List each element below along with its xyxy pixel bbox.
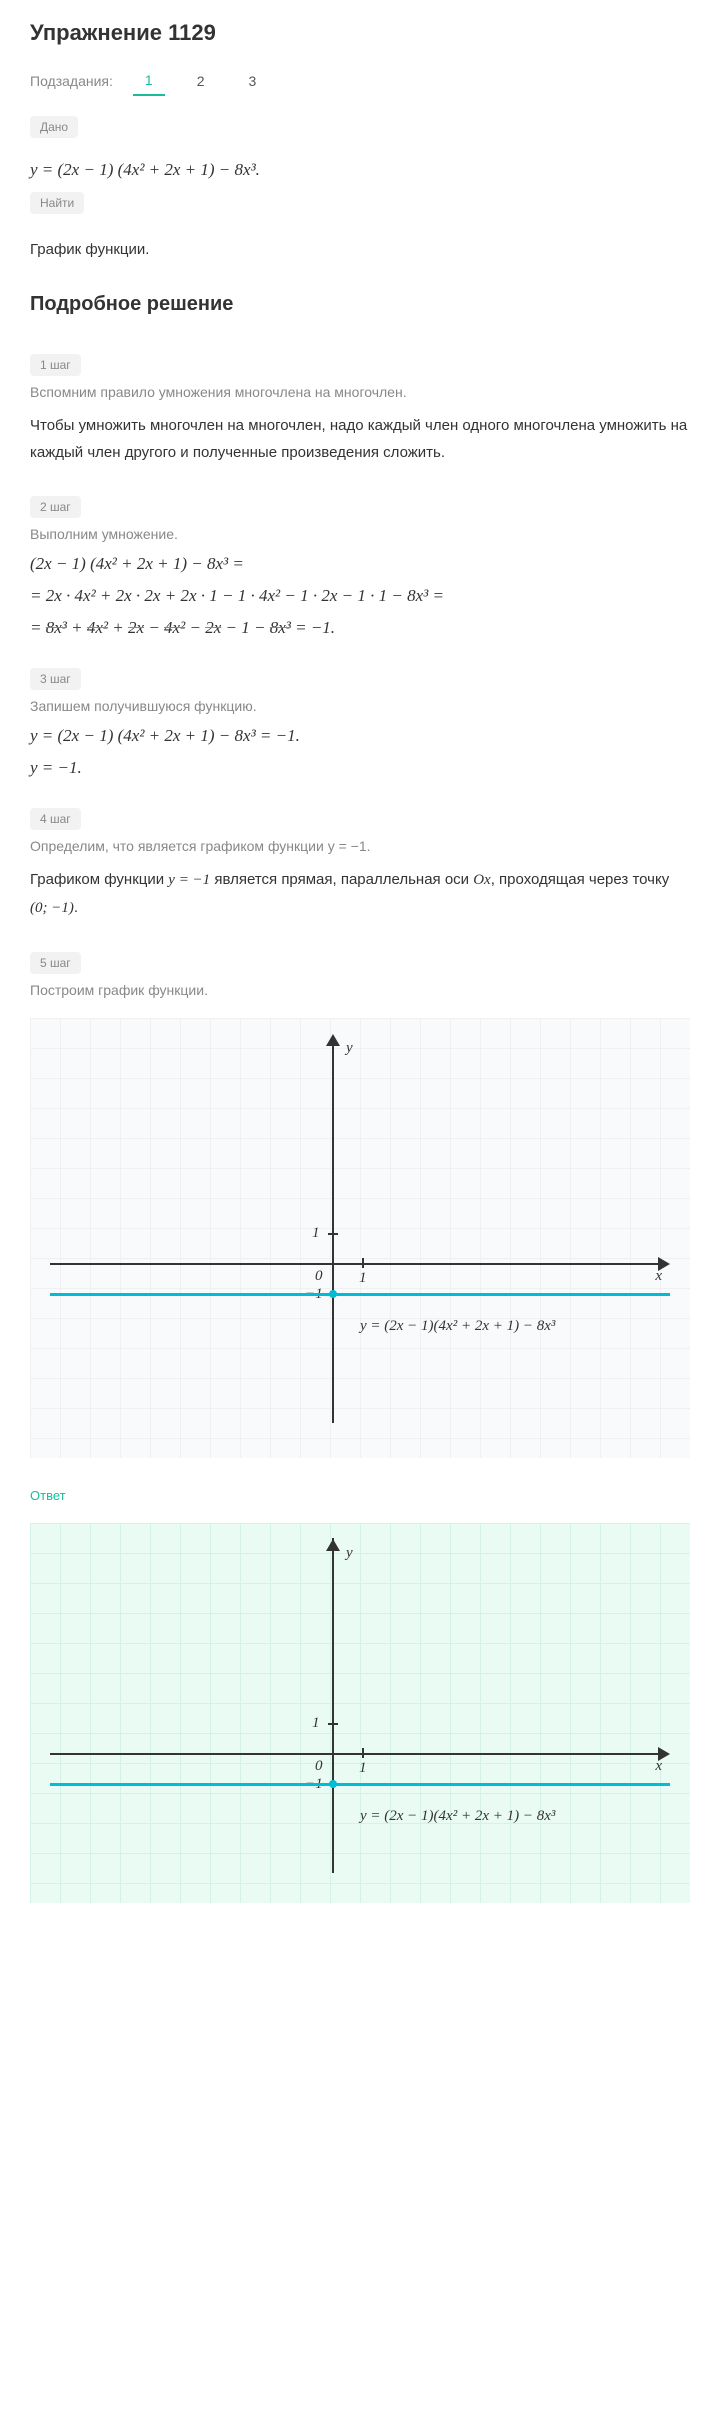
find-text: График функции. xyxy=(30,236,690,263)
step-3-line2: y = −1. xyxy=(30,758,690,778)
chart-formula: y = (2x − 1)(4x² + 2x + 1) − 8x³ xyxy=(360,1808,555,1825)
function-line xyxy=(50,1293,670,1296)
step-2-line1: (2x − 1) (4x² + 2x + 1) − 8x³ = xyxy=(30,554,690,574)
find-badge: Найти xyxy=(30,192,84,214)
answer-label: Ответ xyxy=(30,1488,690,1503)
step-2-line2: = 2x · 4x² + 2x · 2x + 2x · 1 − 1 · 4x² … xyxy=(30,586,690,606)
given-formula: y = (2x − 1) (4x² + 2x + 1) − 8x³. xyxy=(30,160,690,180)
x-tick-1 xyxy=(362,1258,364,1268)
x-axis xyxy=(50,1753,664,1755)
y-tick-1-label: 1 xyxy=(312,1715,320,1732)
step-1-badge: 1 шаг xyxy=(30,354,81,376)
step-4-badge: 4 шаг xyxy=(30,808,81,830)
solution-title: Подробное решение xyxy=(30,293,690,316)
origin-label: 0 xyxy=(315,1758,323,1775)
x-tick-1-label: 1 xyxy=(359,1760,367,1777)
y-label: y xyxy=(346,1040,353,1057)
y-tick-1 xyxy=(328,1233,338,1235)
function-point xyxy=(329,1780,337,1788)
step-5-badge: 5 шаг xyxy=(30,952,81,974)
function-point xyxy=(329,1290,337,1298)
tab-3[interactable]: 3 xyxy=(237,67,269,95)
step-3-badge: 3 шаг xyxy=(30,668,81,690)
step-3-line1: y = (2x − 1) (4x² + 2x + 1) − 8x³ = −1. xyxy=(30,726,690,746)
y-tick-1 xyxy=(328,1723,338,1725)
y-axis xyxy=(332,1036,334,1423)
step-5-desc: Построим график функции. xyxy=(30,982,690,998)
function-line xyxy=(50,1783,670,1786)
x-label: x xyxy=(655,1758,662,1775)
step-4-text: Графиком функции y = −1 является прямая,… xyxy=(30,866,690,922)
x-axis xyxy=(50,1263,664,1265)
step-3-desc: Запишем получившуюся функцию. xyxy=(30,698,690,714)
step-1-text: Чтобы умножить многочлен на многочлен, н… xyxy=(30,412,690,466)
tab-1[interactable]: 1 xyxy=(133,66,165,96)
chart-main: y x 1 1 0 −1 y = (2x − 1)(4x² + 2x + 1) … xyxy=(30,1018,690,1458)
subtasks-label: Подзадания: xyxy=(30,73,113,89)
x-tick-1 xyxy=(362,1748,364,1758)
step-2-desc: Выполним умножение. xyxy=(30,526,690,542)
chart-formula: y = (2x − 1)(4x² + 2x + 1) − 8x³ xyxy=(360,1318,555,1335)
x-tick-1-label: 1 xyxy=(359,1270,367,1287)
x-label: x xyxy=(655,1268,662,1285)
page-title: Упражнение 1129 xyxy=(30,20,690,46)
given-badge: Дано xyxy=(30,116,78,138)
step-1-desc: Вспомним правило умножения многочлена на… xyxy=(30,384,690,400)
step-2-line3: = 8x³ + 4x² + 2x − 4x² − 2x − 1 − 8x³ = … xyxy=(30,618,690,638)
subtasks-row: Подзадания: 1 2 3 xyxy=(30,66,690,96)
y-tick-1-label: 1 xyxy=(312,1225,320,1242)
origin-label: 0 xyxy=(315,1268,323,1285)
step-4-desc: Определим, что является графиком функции… xyxy=(30,838,690,854)
y-label: y xyxy=(346,1545,353,1562)
step-2-badge: 2 шаг xyxy=(30,496,81,518)
chart-answer: y x 1 1 0 −1 y = (2x − 1)(4x² + 2x + 1) … xyxy=(30,1523,690,1903)
tab-2[interactable]: 2 xyxy=(185,67,217,95)
y-axis xyxy=(332,1538,334,1872)
